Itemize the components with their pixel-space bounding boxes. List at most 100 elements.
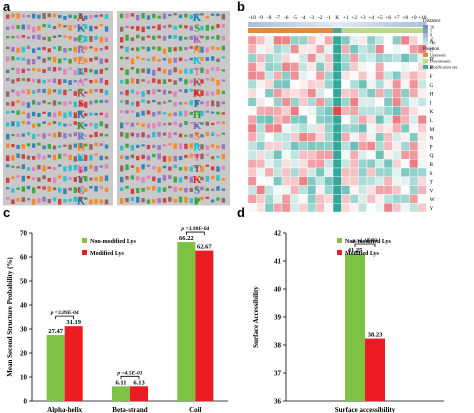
position-annotation-cell [384, 28, 393, 33]
logo-residue-mark [216, 186, 220, 191]
heatmap-cell [281, 79, 291, 90]
logo-residue-mark [184, 143, 188, 149]
logo-residue-mark [130, 101, 135, 106]
position-annotation-cell [333, 28, 342, 33]
y-tick-label: 38 [274, 342, 282, 350]
heatmap-cell [315, 185, 325, 195]
logo-residue-mark [205, 57, 209, 62]
logo-residue-mark [162, 144, 167, 147]
distance-annotation-cell [375, 22, 384, 27]
logo-residue-mark [104, 14, 109, 19]
heatmap-cell [332, 35, 342, 46]
logo-residue-mark [221, 69, 226, 72]
logo-residue-mark [194, 186, 199, 190]
position-legend-title: Position [423, 47, 440, 52]
logo-residue-mark [26, 78, 31, 82]
heatmap-cell [392, 176, 402, 186]
heatmap-cell [332, 150, 342, 160]
heatmap-cell [332, 97, 342, 107]
heatmap-cell [332, 70, 342, 81]
logo-residue-mark [125, 78, 129, 85]
heatmap-cell [315, 158, 325, 169]
logo-residue-mark [26, 143, 31, 147]
heatmap-amino-acid-label: W [430, 197, 436, 203]
logo-residue-mark [178, 14, 183, 19]
heatmap-cell [324, 132, 334, 142]
heatmap-cell [273, 70, 283, 81]
logo-residue-mark [120, 45, 124, 49]
logo-residue-mark [32, 13, 36, 19]
logo-residue-mark [141, 36, 145, 41]
heatmap-cell [332, 53, 342, 63]
logo-residue-mark [200, 196, 204, 201]
logo-dominant-letter: P [194, 195, 201, 207]
heatmap-cell [366, 114, 376, 125]
logo-residue-mark [47, 166, 51, 169]
logo-residue-mark [184, 134, 188, 137]
logo-residue-mark [37, 56, 41, 60]
logo-residue-mark [162, 89, 167, 95]
logo-residue-mark [168, 47, 172, 53]
logo-residue-mark [152, 69, 156, 76]
heatmap-amino-acid-label: T [430, 180, 434, 186]
logo-residue-mark [21, 197, 25, 203]
heatmap-cell [290, 141, 300, 151]
logo-residue-mark [152, 13, 156, 19]
logo-residue-mark [146, 35, 151, 38]
panel-label-a: a [3, 0, 11, 14]
logo-residue-mark [194, 57, 199, 61]
logo-residue-mark [168, 156, 172, 162]
logo-residue-mark [173, 91, 177, 97]
logo-residue-mark [47, 112, 51, 117]
heatmap-position-label: +8 [402, 15, 408, 21]
logo-residue-mark [58, 15, 62, 19]
logo-residue-mark [189, 35, 193, 40]
logo-residue-mark [52, 132, 57, 138]
heatmap-cell [290, 123, 300, 134]
logo-residue-mark [6, 177, 10, 183]
logo-residue-mark [184, 121, 188, 126]
heatmap-cell [341, 194, 351, 204]
logo-residue-mark [146, 89, 151, 95]
logo-residue-mark [178, 187, 183, 191]
logo-residue-mark [178, 24, 183, 29]
logo-residue-mark [120, 37, 124, 43]
heatmap-cell [315, 70, 325, 81]
bar-value-label: 62.67 [197, 244, 212, 251]
heatmap-cell [307, 88, 317, 98]
heatmap-position-label: -2 [318, 15, 323, 21]
logo-residue-mark [32, 79, 36, 83]
logo-residue-mark [68, 80, 72, 85]
logo-residue-mark [16, 187, 20, 190]
logo-residue-mark [16, 144, 20, 149]
logo-residue-mark [130, 188, 135, 194]
y-tick-label: 60 [20, 254, 28, 262]
logo-residue-mark [210, 13, 215, 16]
logo-residue-mark [221, 197, 226, 203]
distance-annotation-cell [409, 22, 418, 27]
logo-residue-mark [200, 122, 204, 125]
heatmap-cell [341, 79, 351, 90]
logo-residue-mark [11, 79, 15, 84]
logo-residue-mark [63, 144, 67, 147]
position-annotation-cell [418, 28, 427, 33]
logo-residue-mark [130, 197, 135, 201]
logo-residue-mark [21, 14, 25, 18]
logo-residue-mark [189, 121, 193, 124]
heatmap-cell [298, 132, 308, 142]
logo-residue-mark [68, 25, 72, 31]
logo-residue-mark [136, 144, 140, 148]
heatmap-cell [273, 79, 283, 90]
logo-residue-mark [11, 25, 15, 30]
logo-residue-mark [120, 165, 124, 172]
logo-residue-mark [173, 47, 177, 52]
heatmap-position-label: -3 [309, 15, 314, 21]
logo-residue-mark [168, 69, 172, 76]
heatmap-cell [281, 176, 291, 186]
logo-residue-mark [178, 36, 183, 41]
modified-bar [195, 250, 214, 401]
heatmap-cell [366, 35, 376, 46]
heatmap-cell [264, 141, 274, 151]
logo-residue-mark [26, 89, 31, 95]
heatmap-cell [307, 141, 317, 151]
